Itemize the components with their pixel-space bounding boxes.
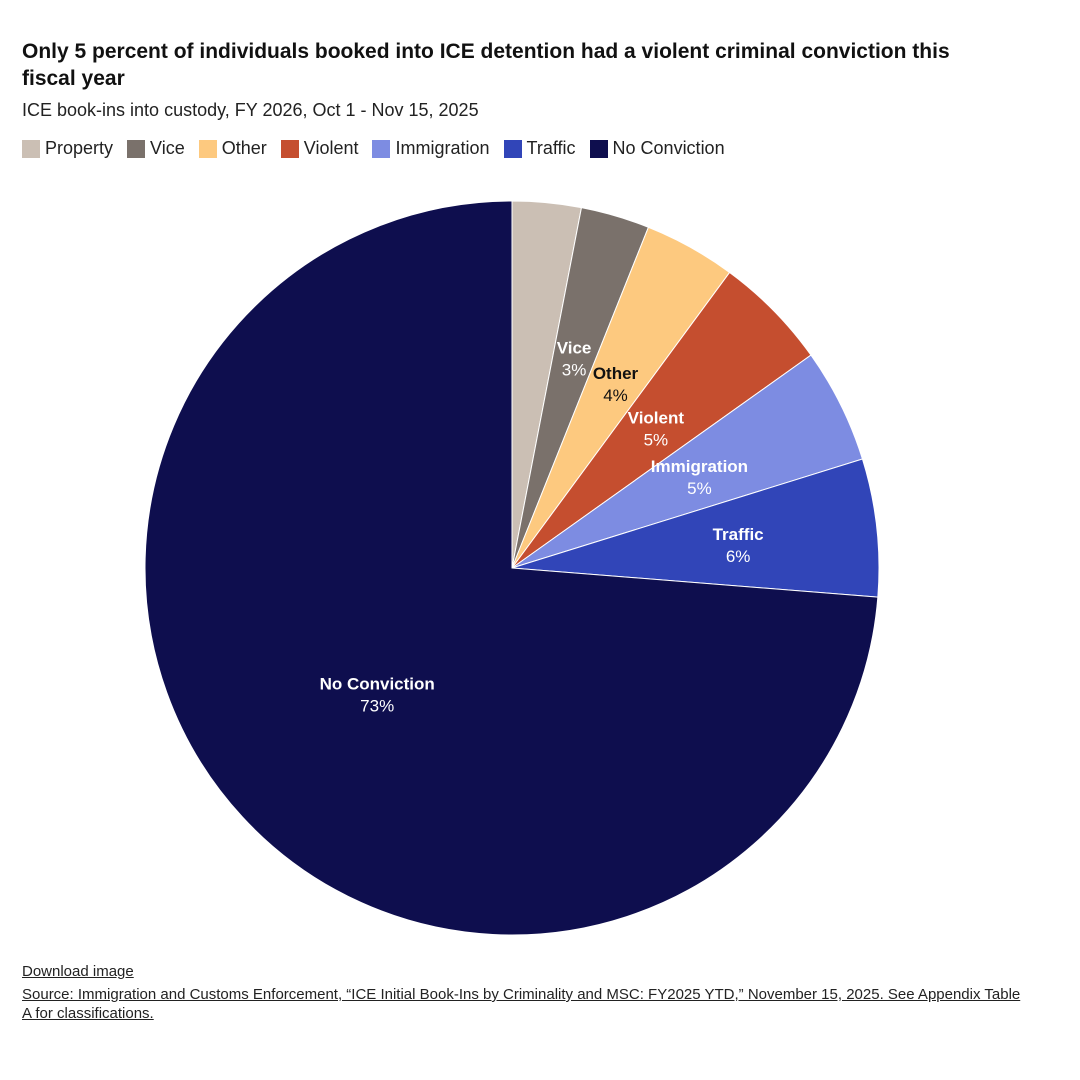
legend-swatch-violent [280, 139, 299, 158]
legend-item-no-conviction: No Conviction [589, 138, 725, 159]
legend-item-other: Other [198, 138, 267, 159]
legend-label-property: Property [45, 138, 114, 158]
slice-name-label-violent: Violent [628, 408, 685, 427]
slice-value-label-other: 4% [603, 386, 628, 405]
legend-swatch-vice [127, 139, 146, 158]
legend-label-other: Other [221, 138, 267, 158]
legend-item-violent: Violent [280, 138, 359, 159]
slice-value-label-no-conviction: 73% [360, 697, 394, 716]
legend-label-traffic: Traffic [526, 138, 576, 158]
chart-title: Only 5 percent of individuals booked int… [22, 40, 950, 90]
slice-value-label-vice: 3% [562, 361, 587, 380]
download-image-link[interactable]: Download image [22, 963, 134, 980]
slice-value-label-immigration: 5% [687, 479, 712, 498]
legend-label-violent: Violent [303, 138, 359, 158]
slice-name-label-immigration: Immigration [651, 457, 748, 476]
legend-label-immigration: Immigration [395, 138, 490, 158]
legend-label-no-conviction: No Conviction [612, 138, 725, 158]
legend-item-vice: Vice [127, 138, 185, 159]
slice-name-label-no-conviction: No Conviction [320, 675, 435, 694]
slice-value-label-violent: 5% [644, 430, 669, 449]
legend-label-vice: Vice [150, 138, 185, 158]
legend-swatch-no-conviction [589, 139, 608, 158]
legend-swatch-other [198, 139, 217, 158]
footer: Download image Source: Immigration and C… [22, 962, 1022, 1023]
legend-item-traffic: Traffic [503, 138, 576, 159]
slice-no-conviction [144, 200, 879, 936]
slice-name-label-traffic: Traffic [713, 525, 764, 544]
legend-item-immigration: Immigration [372, 138, 490, 159]
slice-traffic [511, 458, 880, 598]
legend: Property Vice Other Violent Immigration … [22, 138, 725, 159]
legend-swatch-traffic [503, 139, 522, 158]
legend-swatch-immigration [372, 139, 391, 158]
source-link[interactable]: Source: Immigration and Customs Enforcem… [22, 986, 1021, 1022]
legend-item-property: Property [22, 138, 113, 159]
slice-value-label-traffic: 6% [726, 547, 751, 566]
legend-swatch-property [22, 139, 40, 158]
slice-name-label-vice: Vice [557, 339, 592, 358]
chart-subtitle: ICE book-ins into custody, FY 2026, Oct … [22, 100, 479, 120]
slice-name-label-other: Other [593, 364, 639, 383]
